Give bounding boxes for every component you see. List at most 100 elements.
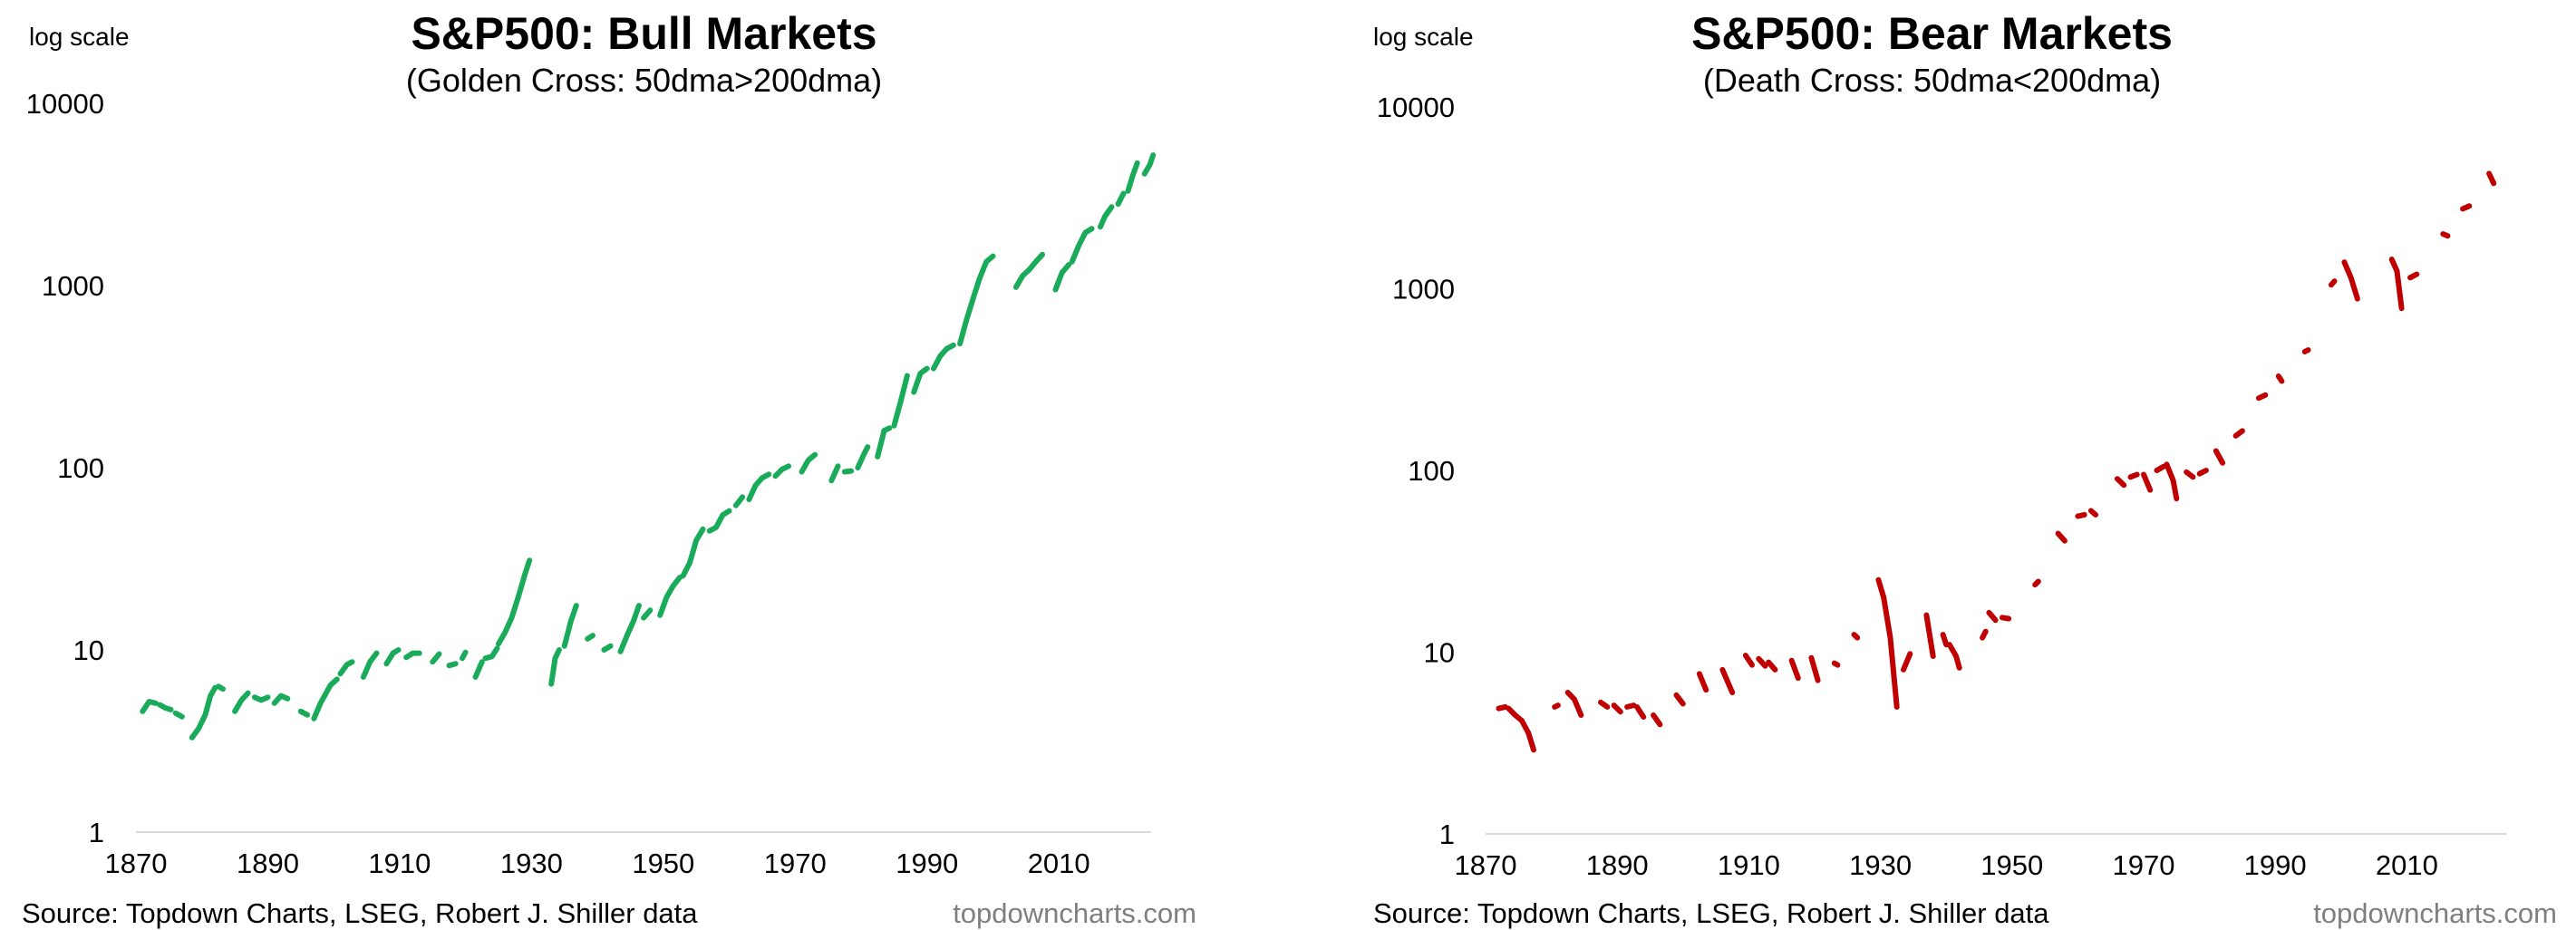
series-segment	[2184, 469, 2196, 480]
y-tick-label: 10000	[1377, 92, 1455, 123]
series-segment	[403, 650, 422, 661]
series-segment	[2087, 508, 2098, 518]
x-tick-label: 1890	[1586, 849, 1649, 881]
x-tick-label: 1930	[500, 848, 563, 879]
series-segment	[732, 494, 746, 509]
series-segment	[1598, 699, 1611, 710]
series-segment	[2055, 530, 2068, 544]
series-segment	[1808, 654, 1821, 683]
series-segment	[1875, 576, 1900, 710]
series-segment	[641, 607, 654, 621]
series-segment	[1851, 632, 1861, 641]
x-tick-label: 2010	[2376, 849, 2438, 881]
series-segment	[232, 690, 251, 714]
log-scale-label: log scale	[1373, 23, 1474, 51]
x-tick-label: 2010	[1028, 848, 1090, 879]
series-segment	[2275, 373, 2285, 384]
series-segment	[2213, 448, 2226, 466]
series-segment	[2032, 578, 2041, 588]
series-segment	[2256, 392, 2269, 402]
series-segment	[251, 694, 271, 703]
series-segment	[2114, 476, 2127, 489]
x-tick-label: 1910	[368, 848, 431, 879]
x-tick-label: 1910	[1718, 849, 1780, 881]
series-segment	[337, 659, 355, 677]
series-segment	[2141, 471, 2154, 493]
y-tick-label: 100	[57, 452, 104, 484]
series-segment	[1923, 612, 1936, 659]
chart-subtitle: (Golden Cross: 50dma>200dma)	[405, 62, 883, 99]
series-segment	[1831, 660, 1841, 668]
x-tick-label: 1950	[1980, 849, 2043, 881]
series-segment	[2154, 463, 2166, 473]
series-segment	[2164, 461, 2180, 502]
series-segment	[2328, 278, 2338, 288]
series-segment	[172, 710, 185, 720]
series-segment	[617, 603, 642, 654]
series-segment	[1901, 651, 1913, 673]
bull-market-panel: S&P500: Bull Markets (Golden Cross: 50dm…	[0, 0, 1288, 929]
series-segment	[1012, 251, 1045, 290]
series-segment	[472, 659, 485, 680]
series-segment	[2196, 468, 2209, 477]
series-segment	[891, 373, 910, 429]
series-segment	[297, 708, 311, 718]
series-segment	[1651, 712, 1663, 728]
series-segment	[2440, 231, 2451, 239]
series-segment	[430, 651, 442, 665]
y-tick-label: 10000	[26, 88, 104, 120]
y-tick-label: 1	[1439, 819, 1455, 850]
series-segment	[1564, 690, 1584, 718]
series-segment	[799, 451, 818, 475]
series-segment	[1756, 655, 1768, 669]
x-tick-label: 1990	[896, 848, 958, 879]
series-segment	[496, 557, 533, 647]
x-tick-label: 1970	[764, 848, 827, 879]
brand-label: topdowncharts.com	[953, 897, 1196, 929]
y-tick-label: 1	[89, 817, 104, 848]
source-note: Source: Topdown Charts, LSEG, Robert J. …	[22, 897, 698, 929]
series-segment	[1940, 632, 1950, 648]
series-segment	[1098, 204, 1115, 230]
chart-title: S&P500: Bear Markets	[1691, 8, 2173, 59]
y-tick-label: 1000	[42, 270, 104, 302]
series-segment	[140, 699, 159, 714]
series-segment	[446, 661, 459, 669]
series-segment	[2075, 511, 2087, 519]
series-segment	[657, 575, 683, 618]
log-scale-label: log scale	[29, 23, 130, 51]
series-segment	[1696, 671, 1709, 693]
y-tick-label: 100	[1408, 455, 1455, 487]
x-tick-label: 1930	[1849, 849, 1912, 881]
series-segment	[1624, 702, 1637, 710]
series-segment	[189, 684, 218, 741]
brand-label: topdowncharts.com	[2313, 897, 2557, 929]
series-segment	[1673, 692, 1686, 707]
series-segment	[680, 526, 706, 579]
series-segment	[746, 471, 772, 502]
series-segment	[957, 253, 996, 347]
series-segment	[2460, 203, 2473, 212]
series-segment	[1766, 659, 1778, 673]
series-segment	[1788, 657, 1801, 682]
bear-market-panel: S&P500: Bear Markets (Death Cross: 50dma…	[1288, 0, 2576, 929]
series-segment	[1496, 703, 1508, 712]
bull-chart-plot: 1 10 100 1000 10000 1870 1890 1910 1930 1950 1970 1…	[26, 88, 1157, 879]
series-segment	[1999, 615, 2012, 622]
x-tick-label: 1970	[2112, 849, 2174, 881]
series-segment	[1506, 705, 1536, 753]
series-segment	[1125, 160, 1140, 194]
series-segment	[548, 647, 562, 687]
series-segment	[2388, 257, 2405, 312]
series-segment	[2232, 428, 2245, 439]
series-segment	[828, 463, 841, 484]
chart-title: S&P500: Bull Markets	[411, 8, 877, 59]
series-segment	[1552, 702, 1561, 710]
chart-subtitle: (Death Cross: 50dma<200dma)	[1702, 62, 2162, 99]
y-tick-label: 1000	[1392, 274, 1455, 305]
series-segment	[1611, 702, 1623, 715]
series-segment	[2127, 471, 2140, 480]
y-tick-label: 10	[1424, 637, 1455, 669]
source-note: Source: Topdown Charts, LSEG, Robert J. …	[1373, 897, 2049, 929]
series-segment	[311, 676, 340, 722]
